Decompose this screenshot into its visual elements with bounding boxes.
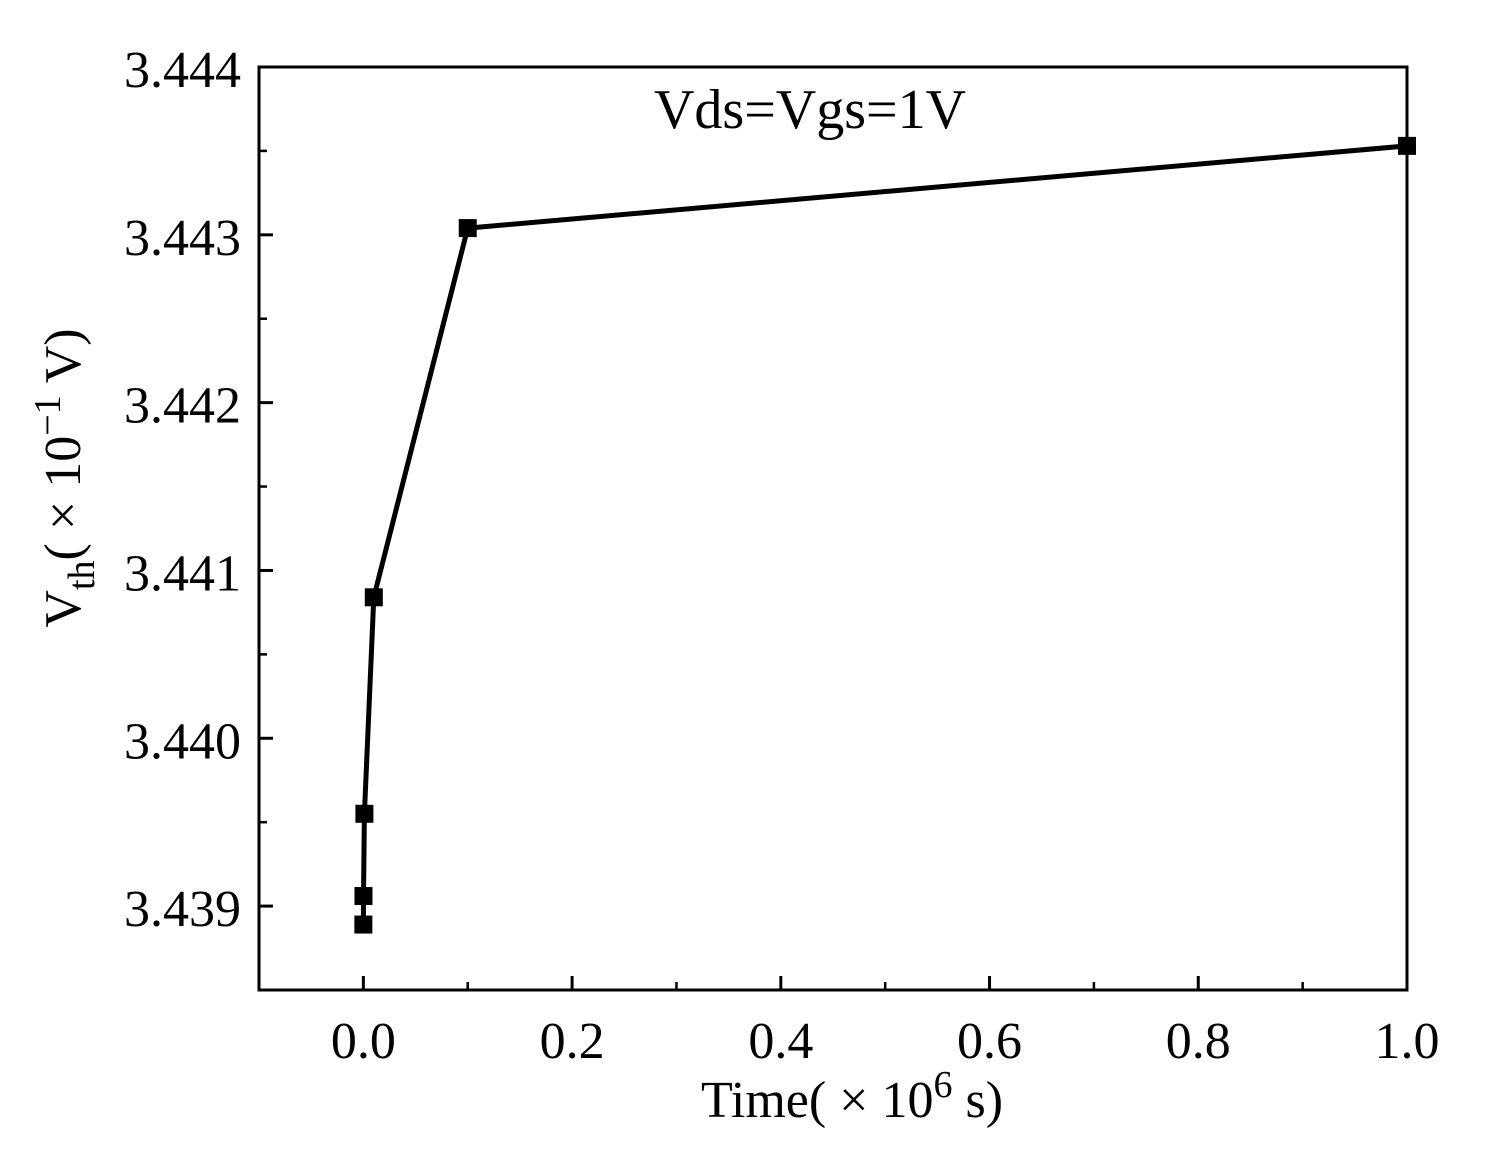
y-tick-label: 3.444 (124, 42, 241, 99)
y-tick-label: 3.439 (124, 881, 241, 938)
y-title-exp: −1 (27, 395, 69, 435)
y-tick-label: 3.440 (124, 713, 241, 770)
data-point (355, 804, 374, 823)
x-title-times: × 10 (826, 1072, 933, 1129)
x-tick-label: 0.4 (748, 1013, 813, 1070)
plot-frame (257, 65, 1409, 992)
x-axis-title: Time( × 106 s) (701, 1064, 1003, 1129)
x-title-unit: s) (953, 1072, 1004, 1129)
x-tick-label: 0.0 (331, 1013, 396, 1070)
x-tick-label: 1.0 (1375, 1013, 1440, 1070)
data-point (364, 588, 383, 607)
y-tick-label: 3.442 (124, 378, 241, 435)
y-tick-label: 3.441 (124, 545, 241, 602)
x-title-main: Time( (701, 1072, 826, 1129)
x-tick-label: 0.6 (957, 1013, 1022, 1070)
y-title-sub: th (61, 560, 103, 590)
y-title-unit: V) (35, 328, 92, 395)
data-point (1398, 136, 1416, 155)
y-tick-label: 3.443 (124, 210, 241, 267)
data-point (354, 915, 373, 934)
y-title-main: V (35, 590, 92, 628)
y-axis-title: Vth( × 10−1 V) (27, 328, 103, 627)
data-point (458, 219, 477, 238)
x-tick-label: 0.2 (540, 1013, 605, 1070)
x-title-exp: 6 (934, 1064, 953, 1106)
y-title-paren: ( × 10 (35, 436, 92, 561)
data-point (354, 887, 373, 906)
chart-annotation: Vds=Vgs=1V (654, 79, 966, 141)
series-line (360, 143, 1408, 925)
x-tick-label: 0.8 (1166, 1013, 1231, 1070)
